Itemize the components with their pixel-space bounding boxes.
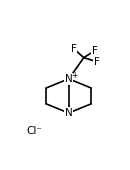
Text: N: N: [65, 108, 73, 118]
Text: F: F: [71, 44, 77, 54]
Text: Cl⁻: Cl⁻: [26, 126, 42, 136]
Text: +: +: [71, 71, 77, 80]
Text: F: F: [92, 46, 98, 56]
Text: F: F: [94, 57, 100, 67]
Text: N: N: [65, 74, 73, 84]
